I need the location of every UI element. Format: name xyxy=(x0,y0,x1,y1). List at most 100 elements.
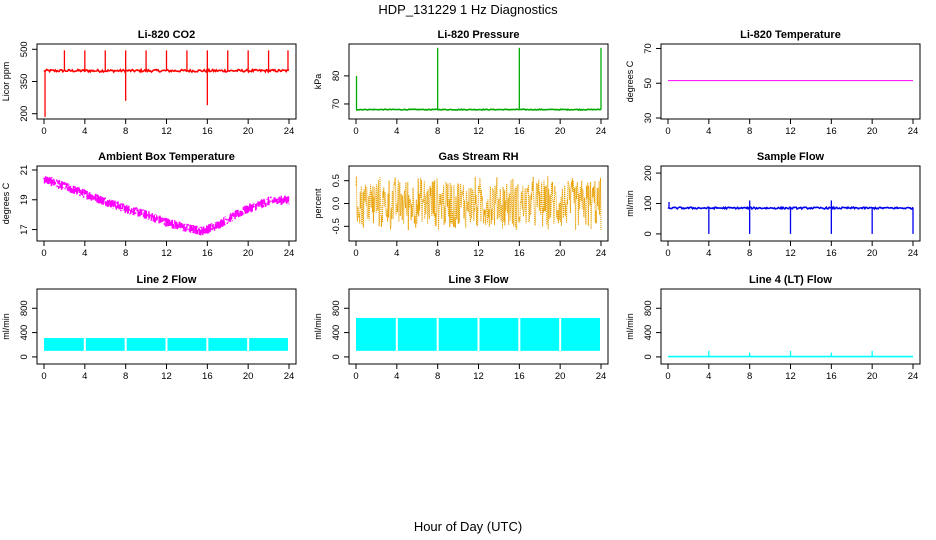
y-tick-label: 800 xyxy=(643,300,654,316)
panel-7: Line 3 Flow ml/min 0 4 8 12 16 20 24 0 400 800 xyxy=(313,274,609,382)
x-tick-label: 0 xyxy=(41,126,46,137)
panel-title: Ambient Box Temperature xyxy=(98,151,235,163)
flow-band-segment xyxy=(520,317,560,351)
y-axis-label: ml/min xyxy=(625,190,635,217)
flow-band-segment xyxy=(438,317,478,351)
figure-x-axis-label: Hour of Day (UTC) xyxy=(414,519,522,534)
x-tick-label: 20 xyxy=(555,371,566,382)
x-tick-label: 16 xyxy=(826,371,837,382)
y-tick-label: 0 xyxy=(19,354,30,359)
x-tick-label: 0 xyxy=(41,248,46,259)
y-tick-label: 30 xyxy=(643,113,654,124)
y-tick-label: 50 xyxy=(643,78,654,89)
y-axis-label: Licor ppm xyxy=(1,62,11,102)
x-tick-label: 20 xyxy=(867,248,878,259)
x-tick-label: 24 xyxy=(908,126,919,137)
y-tick-label: 200 xyxy=(19,106,30,122)
x-tick-label: 16 xyxy=(202,126,213,137)
flow-band-segment xyxy=(126,338,166,351)
x-tick-label: 24 xyxy=(284,248,295,259)
y-tick-label: 200 xyxy=(643,165,654,181)
x-tick-label: 8 xyxy=(747,371,752,382)
x-tick-label: 8 xyxy=(435,126,440,137)
y-axis-label: ml/min xyxy=(1,313,11,340)
y-tick-label: 21 xyxy=(19,165,30,176)
x-tick-label: 0 xyxy=(353,371,358,382)
x-tick-label: 0 xyxy=(665,126,670,137)
x-tick-label: 4 xyxy=(394,248,399,259)
y-tick-label: 800 xyxy=(331,300,342,316)
y-axis-label: ml/min xyxy=(313,313,323,340)
x-tick-label: 12 xyxy=(785,248,796,259)
y-tick-label: -0.5 xyxy=(331,218,342,234)
y-tick-label: 350 xyxy=(19,74,30,90)
x-tick-label: 12 xyxy=(785,126,796,137)
y-axis-label: degrees C xyxy=(625,60,635,102)
y-axis-label: degrees C xyxy=(1,182,11,224)
panel-1: Li-820 Pressure kPa 0 4 8 12 16 20 24 70 80 xyxy=(313,29,609,137)
y-tick-label: 400 xyxy=(331,325,342,341)
panel-title: Li-820 CO2 xyxy=(138,29,195,41)
x-tick-label: 16 xyxy=(514,248,525,259)
x-tick-label: 4 xyxy=(706,126,711,137)
panel-2: Li-820 Temperature degrees C 0 4 8 12 16 20 24 30… xyxy=(625,29,921,137)
y-tick-label: 100 xyxy=(643,196,654,212)
x-tick-label: 20 xyxy=(555,248,566,259)
x-tick-label: 20 xyxy=(243,126,254,137)
x-tick-label: 24 xyxy=(908,371,919,382)
y-axis-label: kPa xyxy=(313,74,323,90)
x-tick-label: 12 xyxy=(473,371,484,382)
x-tick-label: 24 xyxy=(284,126,295,137)
x-tick-label: 20 xyxy=(243,248,254,259)
x-tick-label: 16 xyxy=(826,248,837,259)
x-tick-label: 4 xyxy=(82,126,87,137)
x-tick-label: 0 xyxy=(353,248,358,259)
panel-3: Ambient Box Temperature degrees C 0 4 8 12 16 2… xyxy=(1,151,297,259)
x-tick-label: 16 xyxy=(514,126,525,137)
series-line xyxy=(667,205,914,211)
x-tick-label: 20 xyxy=(867,126,878,137)
panel-title: Sample Flow xyxy=(757,151,825,163)
x-tick-label: 4 xyxy=(82,371,87,382)
x-tick-label: 8 xyxy=(435,248,440,259)
x-tick-label: 12 xyxy=(473,248,484,259)
series-line xyxy=(43,176,290,236)
x-tick-label: 12 xyxy=(161,371,172,382)
x-tick-label: 20 xyxy=(555,126,566,137)
x-tick-label: 20 xyxy=(867,371,878,382)
series-line xyxy=(355,108,602,111)
y-tick-label: 0.5 xyxy=(331,174,342,187)
panel-5: Sample Flow ml/min 0 4 8 12 16 20 24 0 100 200 xyxy=(625,151,921,259)
figure-title: HDP_131229 1 Hz Diagnostics xyxy=(378,2,558,17)
x-tick-label: 12 xyxy=(161,248,172,259)
x-tick-label: 8 xyxy=(747,248,752,259)
panel-title: Line 2 Flow xyxy=(137,274,197,286)
x-tick-label: 8 xyxy=(123,371,128,382)
flow-band-segment xyxy=(44,338,84,351)
flow-band-segment xyxy=(479,317,519,351)
x-tick-label: 4 xyxy=(706,248,711,259)
flow-band-segment xyxy=(356,317,396,351)
panel-6: Line 2 Flow ml/min 0 4 8 12 16 20 24 0 400 800 xyxy=(1,274,297,382)
panel-title: Li-820 Pressure xyxy=(438,29,520,41)
y-tick-label: 19 xyxy=(19,194,30,205)
plot-frame xyxy=(660,43,921,120)
y-tick-label: 500 xyxy=(19,41,30,57)
y-tick-label: 0 xyxy=(643,231,654,236)
flow-band-segment xyxy=(208,338,248,351)
y-tick-label: 0 xyxy=(643,354,654,359)
x-tick-label: 12 xyxy=(785,371,796,382)
x-tick-label: 12 xyxy=(473,126,484,137)
x-tick-label: 4 xyxy=(394,126,399,137)
x-tick-label: 8 xyxy=(747,126,752,137)
x-tick-label: 16 xyxy=(826,126,837,137)
x-tick-label: 24 xyxy=(284,371,295,382)
panel-title: Line 4 (LT) Flow xyxy=(749,274,832,286)
y-axis-label: percent xyxy=(313,188,323,219)
y-tick-label: 400 xyxy=(19,325,30,341)
x-tick-label: 0 xyxy=(665,248,670,259)
x-tick-label: 0 xyxy=(41,371,46,382)
x-tick-label: 0 xyxy=(665,371,670,382)
flow-band-segment xyxy=(397,317,437,351)
